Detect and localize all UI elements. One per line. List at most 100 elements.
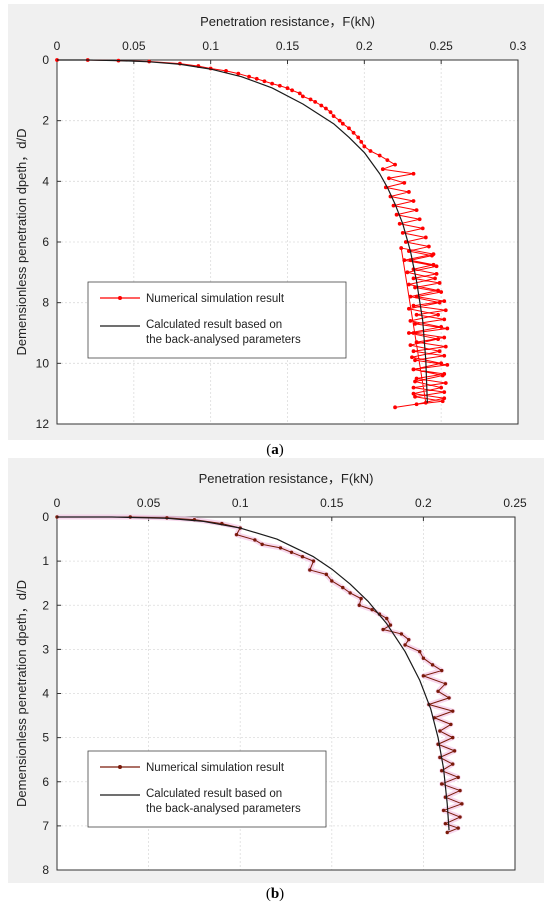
data-point — [356, 135, 361, 140]
y-tick-label: 2 — [42, 114, 49, 128]
data-point — [254, 76, 259, 81]
data-point — [387, 176, 391, 181]
y-tick-label: 12 — [36, 417, 50, 431]
data-point — [411, 349, 416, 354]
data-point — [408, 318, 413, 323]
data-point — [411, 171, 416, 176]
data-point — [439, 385, 444, 390]
data-point — [442, 299, 447, 304]
data-point — [247, 74, 251, 79]
data-point — [308, 568, 312, 572]
data-point — [443, 381, 448, 385]
caption-b: (b) — [265, 886, 285, 902]
data-point — [436, 288, 440, 293]
data-point — [405, 270, 410, 275]
data-point — [290, 88, 295, 93]
data-point — [445, 830, 449, 835]
data-point — [431, 262, 436, 267]
data-point — [456, 826, 460, 830]
data-point — [449, 722, 453, 727]
chart-a: 0 0.05 0.1 0.15 0.2 0.25 0.3 0 2 4 6 8 10 12 Penetrati… — [14, 14, 527, 431]
x-tick-label: 0.25 — [503, 496, 527, 510]
data-point — [434, 271, 439, 276]
data-point — [313, 99, 318, 104]
x-tick-label: 0.05 — [122, 39, 146, 53]
data-point — [411, 385, 416, 390]
data-point — [426, 244, 431, 249]
x-tick-label: 0.2 — [356, 39, 373, 53]
data-point — [411, 391, 416, 396]
data-point — [380, 167, 385, 172]
data-point — [441, 808, 446, 813]
data-point — [393, 162, 397, 167]
legend-box-a — [87, 281, 347, 359]
x-tick-label: 0.15 — [276, 39, 300, 53]
x-tick-label: 0.1 — [232, 496, 249, 510]
data-point — [440, 668, 444, 673]
data-point — [411, 303, 416, 308]
data-point — [440, 399, 445, 404]
data-point — [438, 755, 442, 760]
y-tick-label: 8 — [42, 863, 49, 877]
data-point — [437, 349, 442, 354]
x-tick-label: 0.05 — [137, 496, 161, 510]
x-tick-label: 0.3 — [510, 39, 527, 53]
data-point — [413, 285, 417, 290]
data-point — [370, 607, 374, 612]
data-point — [260, 542, 264, 547]
data-point — [442, 317, 447, 322]
data-point — [458, 815, 462, 819]
data-point — [381, 627, 385, 632]
data-point — [414, 402, 419, 407]
data-point — [300, 555, 305, 559]
y-tick-label: 10 — [36, 356, 50, 370]
data-point — [430, 663, 435, 667]
data-point — [289, 550, 294, 554]
y-tick-label: 2 — [42, 598, 49, 612]
data-point — [411, 276, 416, 281]
y-tick-label: 6 — [42, 235, 49, 249]
data-point — [439, 325, 444, 329]
data-point — [434, 264, 439, 269]
data-point — [330, 579, 334, 583]
data-point — [442, 396, 447, 401]
y-tick-label: 8 — [42, 296, 49, 310]
data-point — [439, 361, 444, 366]
y-tick-label: 0 — [42, 53, 49, 67]
data-point — [443, 344, 448, 349]
legend-label-numerical: Numerical simulation result — [146, 762, 285, 774]
y-tick-label: 7 — [42, 819, 49, 833]
data-point — [403, 643, 407, 647]
legend-label-calculated: the back-analysed parameters — [146, 803, 301, 815]
data-point — [399, 632, 404, 636]
data-point — [411, 199, 416, 203]
data-point — [348, 591, 352, 595]
data-point — [393, 405, 397, 410]
data-point — [423, 235, 428, 240]
y-tick-label: 4 — [42, 687, 49, 701]
data-point — [420, 226, 425, 231]
data-point — [341, 585, 345, 590]
data-point — [440, 769, 444, 773]
data-point — [437, 281, 442, 285]
data-point — [451, 762, 455, 766]
data-point — [324, 572, 329, 577]
y-tick-label: 1 — [42, 554, 49, 568]
data-point — [277, 83, 282, 88]
data-point — [436, 312, 440, 317]
data-point — [394, 212, 399, 217]
data-point — [337, 118, 342, 123]
y-tick-label: 0 — [42, 510, 49, 524]
x-tick-label: 0 — [54, 496, 61, 510]
data-point — [331, 114, 336, 119]
data-point — [421, 656, 426, 660]
data-point — [443, 308, 448, 313]
data-point — [224, 69, 228, 73]
chart-b: 0 0.05 0.1 0.15 0.2 0.25 0 1 2 3 4 5 6 7 8 Penetration … — [14, 471, 527, 877]
data-point — [411, 331, 416, 335]
data-point — [406, 282, 411, 287]
x-axis-title-a: Penetration resistance，F(kN) — [200, 14, 375, 29]
data-point — [347, 126, 351, 131]
data-point — [324, 106, 328, 111]
